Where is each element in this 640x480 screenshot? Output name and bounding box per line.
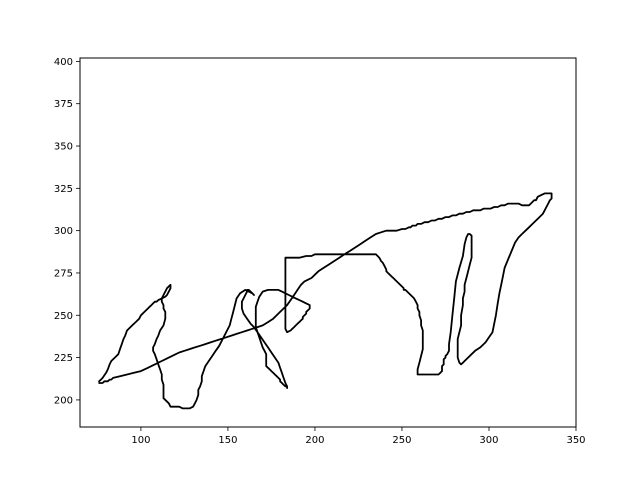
plot-frame bbox=[79, 57, 577, 428]
y-tick-label: 275 bbox=[54, 268, 73, 279]
y-tick-label: 300 bbox=[54, 226, 73, 237]
y-axis: 200 225 250 275 300 325 350 375 400 bbox=[54, 57, 80, 406]
x-tick-label: 100 bbox=[131, 435, 150, 446]
y-tick-label: 400 bbox=[54, 57, 73, 68]
outline-line bbox=[98, 192, 553, 410]
y-tick-label: 225 bbox=[54, 353, 73, 364]
plot-area bbox=[80, 58, 576, 427]
x-tick-label: 150 bbox=[218, 435, 237, 446]
y-tick-label: 375 bbox=[54, 99, 73, 110]
y-tick-label: 325 bbox=[54, 184, 73, 195]
x-tick-label: 200 bbox=[305, 435, 324, 446]
y-tick-label: 250 bbox=[54, 311, 73, 322]
x-axis: 100 150 200 250 300 350 bbox=[131, 427, 586, 446]
x-tick-label: 300 bbox=[479, 435, 498, 446]
y-tick-label: 200 bbox=[54, 395, 73, 406]
x-tick-label: 350 bbox=[566, 435, 585, 446]
y-tick-label: 350 bbox=[54, 142, 73, 153]
x-tick-label: 250 bbox=[392, 435, 411, 446]
